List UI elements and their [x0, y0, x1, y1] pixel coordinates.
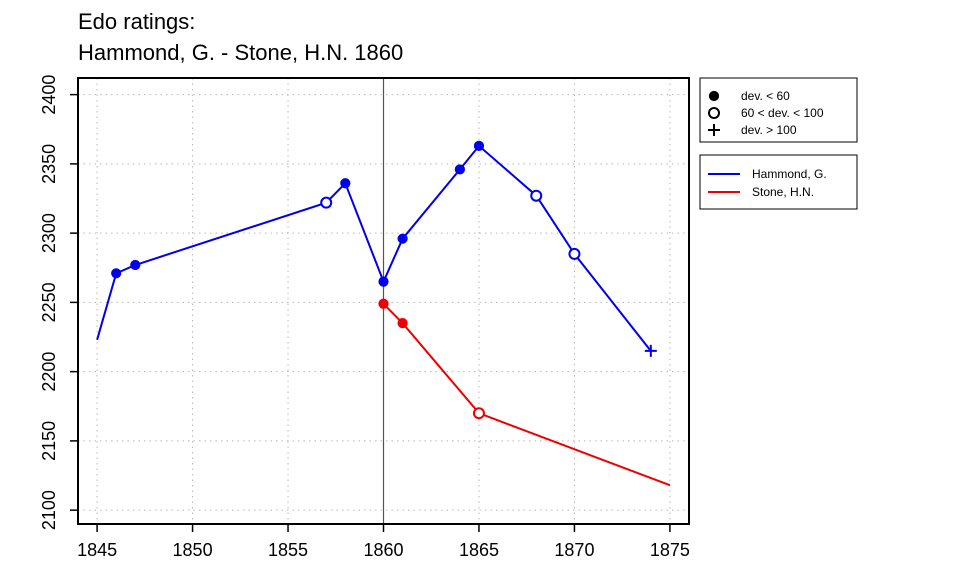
x-tick-label: 1870 — [554, 540, 594, 560]
x-tick-label: 1865 — [459, 540, 499, 560]
chart-subtitle: Hammond, G. - Stone, H.N. 1860 — [78, 40, 403, 65]
data-point-hammond-g — [320, 196, 333, 209]
x-tick-label: 1875 — [650, 540, 690, 560]
series-line-stone-h-n — [382, 303, 671, 487]
data-point-hammond-g — [454, 164, 465, 175]
y-tick-label: 2100 — [39, 490, 59, 530]
y-tick-label: 2200 — [39, 352, 59, 392]
data-point-stone-h-n — [378, 298, 389, 309]
data-point-hammond-g — [530, 189, 543, 202]
series-legend-label: Hammond, G. — [752, 167, 827, 181]
series-legend-box — [699, 154, 858, 210]
x-tick-label: 1850 — [173, 540, 213, 560]
data-point-hammond-g — [644, 344, 657, 357]
x-tick-label: 1860 — [363, 540, 403, 560]
chart-title: Edo ratings: — [78, 9, 195, 34]
y-tick-label: 2400 — [39, 75, 59, 115]
y-axis: 2100 2150 2200 2250 2300 2350 2400 — [39, 75, 78, 530]
y-tick-label: 2150 — [39, 421, 59, 461]
data-point-hammond-g — [340, 178, 351, 189]
data-point-hammond-g — [111, 268, 122, 279]
y-tick-label: 2300 — [39, 213, 59, 253]
marker-legend-box — [699, 77, 858, 143]
marker-legend-label: dev. > 100 — [741, 123, 797, 137]
series-line-hammond-g — [96, 144, 652, 352]
marker-legend-label: dev. < 60 — [741, 89, 790, 103]
legend-marker-plus — [708, 124, 720, 136]
data-point-stone-h-n — [397, 318, 408, 329]
series-legend-label: Stone, H.N. — [752, 185, 814, 199]
legend-marker-filled-circle — [708, 90, 720, 102]
series-legend: Hammond, G. Stone, H.N. — [699, 154, 858, 210]
data-point-hammond-g — [568, 247, 581, 260]
data-point-hammond-g — [397, 233, 408, 244]
x-tick-label: 1855 — [268, 540, 308, 560]
data-point-hammond-g — [130, 259, 141, 271]
data-point-hammond-g — [473, 140, 485, 151]
legend-marker-open-circle — [708, 107, 720, 119]
data-point-hammond-g — [378, 276, 389, 287]
data-markers — [111, 140, 657, 420]
marker-legend-label: 60 < dev. < 100 — [741, 106, 824, 120]
x-axis: 1845 1850 1855 1860 1865 1870 1875 — [77, 524, 690, 560]
y-tick-label: 2350 — [39, 144, 59, 184]
y-tick-label: 2250 — [39, 282, 59, 322]
data-point-stone-h-n — [472, 407, 485, 420]
x-tick-label: 1845 — [77, 540, 117, 560]
marker-legend: dev. < 60 60 < dev. < 100 dev. > 100 — [699, 77, 858, 143]
